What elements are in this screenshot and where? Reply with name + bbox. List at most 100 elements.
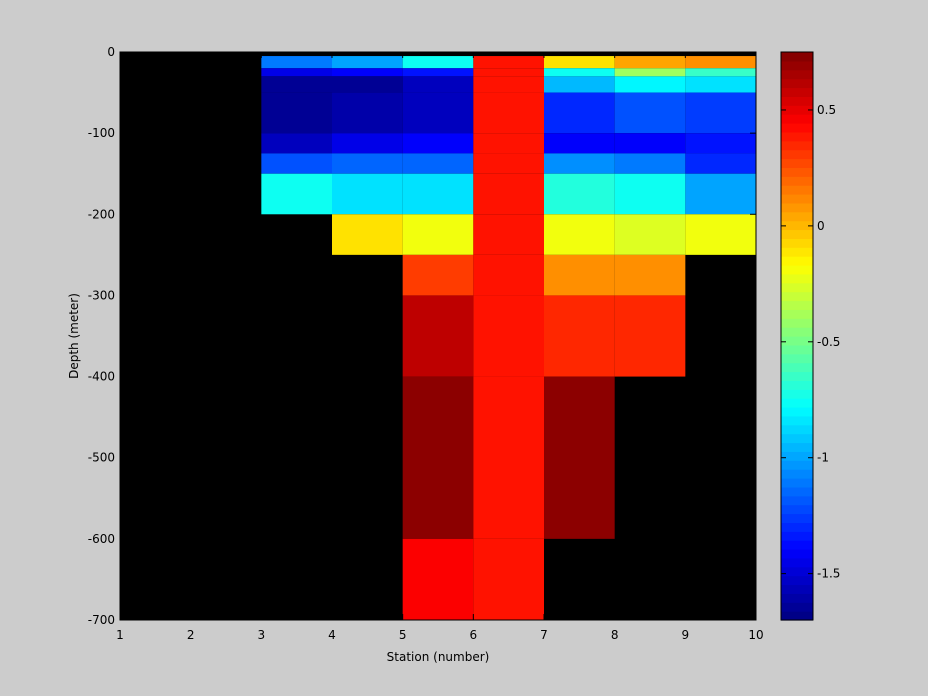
heatmap-cell [544,92,615,134]
colorbar-band [781,140,813,151]
heatmap-cell [473,153,544,174]
colorbar-band [781,513,813,523]
colorbar-band [781,238,813,248]
colorbar [781,52,813,621]
colorbar-band [781,504,813,515]
colorbar-band [781,131,813,142]
colorbar-band [781,380,813,390]
colorbar-band [781,52,813,62]
colorbar-band [781,549,813,559]
heatmap-cell [332,56,403,69]
heatmap-cell [685,214,756,255]
heatmap-cell [544,376,615,539]
heatmap-cell [261,92,332,134]
colorbar-band [781,211,813,222]
heatmap-cell [614,173,686,215]
y-tick-label: -100 [88,126,115,140]
plot-frame [119,51,757,621]
heatmap-cell [473,76,544,93]
x-axis-label: Station (number) [387,650,490,664]
colorbar-band [781,69,813,80]
heatmap-cell [473,92,544,134]
heatmap-cell [544,56,615,69]
heatmap-cell [402,254,474,296]
colorbar-band [781,327,813,337]
colorbar-band [781,291,813,302]
colorbar-band [781,96,813,106]
heatmap-cell [473,173,544,215]
x-tick-label: 9 [682,628,690,642]
colorbar-band [781,460,813,470]
colorbar-band [781,158,813,168]
heatmap-cell [473,376,544,539]
colorbar-band [781,371,813,381]
colorbar-band [781,584,813,594]
colorbar-band [781,407,813,417]
heatmap-cell [332,214,403,255]
heatmap-cell [473,56,544,69]
colorbar-frame [780,51,814,621]
y-tick-label: -200 [88,207,115,221]
heatmap-cell [544,214,615,255]
heatmap-cell [261,153,332,174]
colorbar-band [781,220,813,231]
heatmap-cell [473,538,544,620]
colorbar-band [781,486,813,497]
colorbar-band [781,202,813,213]
heatmap-cell [544,295,615,377]
colorbar-ticks: 0.5 0 -0.5 -1 -1.5 [781,103,840,581]
x-tick-label: 4 [328,628,336,642]
heatmap-cell [261,68,332,77]
colorbar-band [781,194,813,204]
colorbar-band [781,265,813,275]
heatmap-cell [614,214,686,255]
colorbar-band [781,415,813,426]
colorbar-band [781,149,813,160]
colorbar-tick-label: -0.5 [817,335,840,349]
colorbar-band [781,256,813,266]
heatmap-cell [614,56,686,69]
heatmap-cell [332,68,403,77]
heatmap-cell [332,153,403,174]
y-tick-label: -600 [88,532,115,546]
colorbar-band [781,78,813,89]
heatmap-cell [402,68,474,77]
colorbar-band [781,336,813,346]
heatmap-cell [685,173,756,215]
heatmap-cell [473,133,544,154]
heatmap-cell [614,76,686,93]
x-tick-label: 10 [748,628,763,642]
heatmap-cell [614,153,686,174]
colorbar-band [781,353,813,364]
colorbar-band [781,433,813,444]
heatmap-cell [332,92,403,134]
x-tick-label: 1 [116,628,124,642]
colorbar-band [781,362,813,373]
heatmap-cell [261,133,332,154]
heatmap-cell [402,173,474,215]
colorbar-band [781,229,813,239]
heatmap-cell [685,92,756,134]
heatmap-cell [402,376,474,539]
colorbar-band [781,176,813,186]
y-tick-label: -500 [88,451,115,465]
colorbar-tick-label: -1.5 [817,567,840,581]
colorbar-tick-label: 0 [817,219,825,233]
y-tick-label: -700 [88,613,115,627]
colorbar-band [781,540,813,550]
colorbar-band [781,60,813,71]
y-tick-label: -300 [88,288,115,302]
heatmap-cell [685,56,756,69]
colorbar-band [781,389,813,399]
colorbar-band [781,478,813,488]
heatmap-cell [685,133,756,154]
heatmap-cell [261,76,332,93]
heatmap-cell [473,295,544,377]
y-tick-label: -400 [88,370,115,384]
colorbar-band [781,282,813,293]
heatmap-cells [261,56,756,620]
x-tick-label: 6 [470,628,478,642]
heatmap-cell [614,254,686,296]
colorbar-tick-label: -1 [817,451,829,465]
